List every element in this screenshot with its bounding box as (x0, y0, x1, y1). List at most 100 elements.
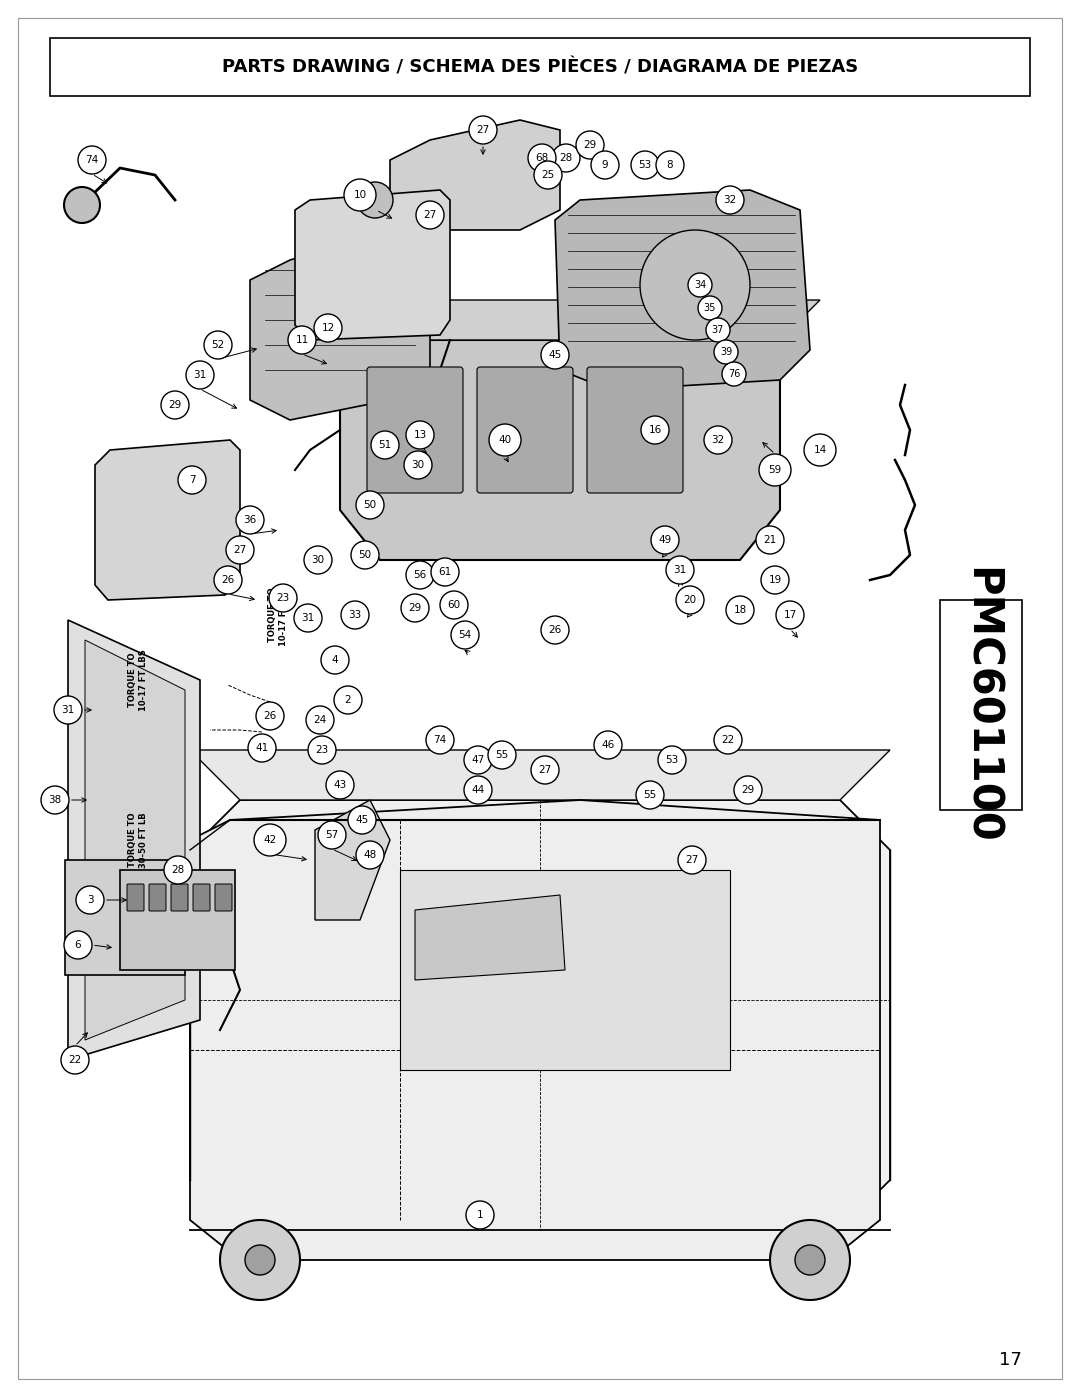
Text: 46: 46 (602, 740, 615, 750)
Text: 68: 68 (536, 154, 549, 163)
Text: 42: 42 (264, 835, 276, 845)
Polygon shape (65, 861, 185, 975)
Circle shape (214, 566, 242, 594)
Text: 28: 28 (559, 154, 572, 163)
Text: 2: 2 (345, 694, 351, 705)
Circle shape (714, 726, 742, 754)
Text: TORQUE TO
10-17 FT LBS: TORQUE TO 10-17 FT LBS (129, 650, 148, 711)
Circle shape (78, 147, 106, 175)
Text: 76: 76 (728, 369, 740, 379)
Circle shape (356, 841, 384, 869)
Polygon shape (340, 339, 780, 560)
Circle shape (552, 144, 580, 172)
Circle shape (76, 886, 104, 914)
Circle shape (348, 806, 376, 834)
Circle shape (41, 787, 69, 814)
Text: 27: 27 (233, 545, 246, 555)
Text: 30: 30 (411, 460, 424, 469)
Polygon shape (315, 800, 390, 921)
Circle shape (254, 824, 286, 856)
Circle shape (704, 426, 732, 454)
Text: 47: 47 (471, 754, 485, 766)
Circle shape (186, 360, 214, 388)
FancyBboxPatch shape (477, 367, 573, 493)
Circle shape (759, 454, 791, 486)
Circle shape (372, 432, 399, 460)
Text: 13: 13 (414, 430, 427, 440)
Circle shape (54, 696, 82, 724)
Circle shape (651, 527, 679, 555)
Text: 29: 29 (583, 140, 596, 149)
Text: 74: 74 (433, 735, 447, 745)
Circle shape (795, 1245, 825, 1275)
Circle shape (64, 930, 92, 958)
Text: 27: 27 (686, 855, 699, 865)
Text: 45: 45 (549, 351, 562, 360)
Text: 22: 22 (68, 1055, 82, 1065)
Circle shape (404, 451, 432, 479)
Circle shape (631, 151, 659, 179)
Text: 31: 31 (673, 564, 687, 576)
Circle shape (303, 546, 332, 574)
FancyBboxPatch shape (193, 884, 210, 911)
Circle shape (777, 601, 804, 629)
Polygon shape (190, 800, 890, 1229)
Circle shape (345, 179, 376, 211)
Text: 59: 59 (768, 465, 782, 475)
Text: 12: 12 (322, 323, 335, 332)
Circle shape (64, 187, 100, 224)
Text: 3: 3 (86, 895, 93, 905)
Text: 36: 36 (243, 515, 257, 525)
Text: 52: 52 (212, 339, 225, 351)
Text: 29: 29 (168, 400, 181, 409)
Polygon shape (249, 231, 430, 420)
Circle shape (591, 151, 619, 179)
Circle shape (534, 161, 562, 189)
Circle shape (226, 536, 254, 564)
Text: 43: 43 (334, 780, 347, 789)
Polygon shape (295, 190, 450, 339)
Text: 56: 56 (414, 570, 427, 580)
Circle shape (294, 604, 322, 631)
Text: 29: 29 (741, 785, 755, 795)
Text: 8: 8 (666, 161, 673, 170)
Circle shape (357, 182, 393, 218)
Text: 29: 29 (408, 604, 421, 613)
Text: 6: 6 (75, 940, 81, 950)
Text: 27: 27 (476, 124, 489, 136)
Text: 23: 23 (315, 745, 328, 754)
Circle shape (351, 541, 379, 569)
Circle shape (770, 1220, 850, 1301)
Circle shape (237, 506, 264, 534)
Circle shape (164, 856, 192, 884)
Text: TORQUE TO
10-17 FT LBS: TORQUE TO 10-17 FT LBS (268, 584, 287, 645)
Text: 26: 26 (221, 576, 234, 585)
Circle shape (334, 686, 362, 714)
Text: 22: 22 (721, 735, 734, 745)
Text: 51: 51 (378, 440, 392, 450)
Circle shape (541, 616, 569, 644)
Circle shape (489, 425, 521, 455)
Polygon shape (190, 800, 880, 1260)
Circle shape (306, 705, 334, 733)
Polygon shape (95, 440, 240, 599)
Circle shape (531, 756, 559, 784)
Circle shape (256, 703, 284, 731)
Text: 25: 25 (541, 170, 555, 180)
Circle shape (688, 272, 712, 298)
Circle shape (464, 746, 492, 774)
Text: 50: 50 (359, 550, 372, 560)
Text: PMC601100: PMC601100 (960, 567, 1002, 844)
Text: 37: 37 (712, 326, 725, 335)
FancyBboxPatch shape (367, 367, 463, 493)
Circle shape (204, 331, 232, 359)
Text: 57: 57 (325, 830, 339, 840)
Circle shape (356, 490, 384, 520)
Circle shape (698, 296, 723, 320)
Text: 11: 11 (295, 335, 309, 345)
Text: 74: 74 (85, 155, 98, 165)
Text: 17: 17 (783, 610, 797, 620)
Text: 30: 30 (311, 555, 325, 564)
Circle shape (60, 1046, 89, 1074)
Text: 24: 24 (313, 715, 326, 725)
